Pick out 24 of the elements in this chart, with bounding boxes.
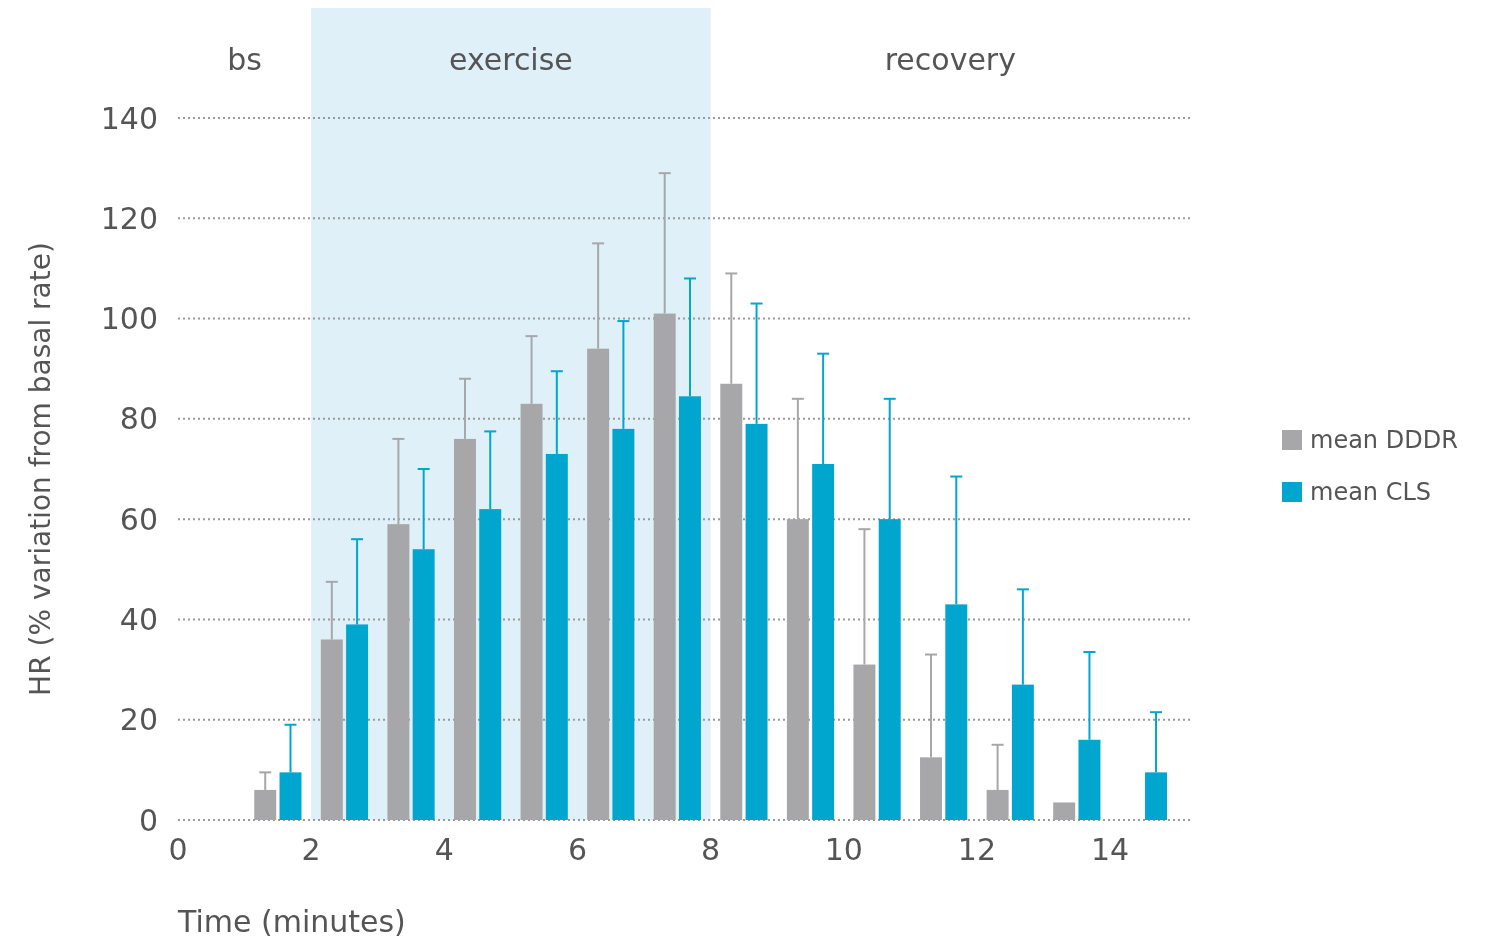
- y-tick-label: 0: [138, 802, 158, 838]
- x-axis-title: Time (minutes): [177, 904, 406, 939]
- y-tick-label: 40: [119, 601, 158, 637]
- x-tick-label: 6: [567, 832, 588, 867]
- band-label: exercise: [448, 42, 573, 77]
- text: recovery: [884, 42, 1016, 77]
- x-tick-label: 8: [701, 832, 721, 867]
- legend-label: mean CLS: [1310, 478, 1432, 507]
- y-tick-label: 80: [119, 401, 158, 437]
- y-tick-label: 20: [119, 702, 158, 738]
- text: bs: [227, 42, 262, 77]
- y-tick-label: 60: [119, 501, 158, 537]
- legend-label: mean DDDR: [1310, 426, 1458, 455]
- x-tick-label: 14: [1091, 832, 1130, 867]
- x-tick-label: 0: [168, 832, 188, 867]
- y-tick-label: 140: [100, 100, 158, 136]
- bar: [1053, 802, 1076, 820]
- y-tick-label: 100: [100, 301, 158, 337]
- x-tick-label: 4: [434, 832, 454, 867]
- x-tick-label: 10: [824, 832, 863, 867]
- y-axis-title: HR (% variation from basal rate): [24, 242, 57, 696]
- x-tick-label: 12: [957, 832, 997, 867]
- x-tick-label: 2: [301, 832, 321, 867]
- y-tick-label: 120: [100, 200, 158, 236]
